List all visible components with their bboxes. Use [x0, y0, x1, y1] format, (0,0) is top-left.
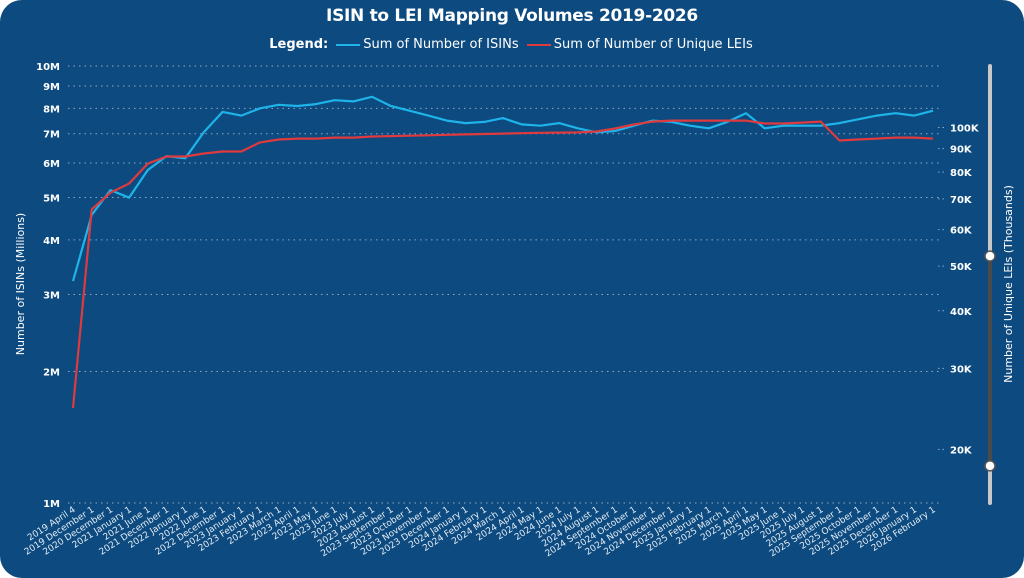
y-left-tick-label: 8M — [43, 104, 60, 115]
y-right-tick-label: 20K — [950, 445, 973, 456]
y-left-tick-label: 1M — [43, 499, 60, 510]
legend-item-leis[interactable]: Sum of Number of Unique LEIs — [553, 37, 753, 52]
series-line-isins[interactable] — [71, 95, 934, 282]
legend-swatch-isins — [336, 43, 361, 46]
y-right-ticks: 20K 30K 40K 50K 60K 70K 80K 90K 100K — [938, 124, 980, 456]
range-slider[interactable] — [984, 64, 996, 505]
y-right-tick-label: 30K — [950, 364, 973, 375]
y-left-tick-label: 3M — [43, 290, 60, 301]
y-right-axis-label: Number of Unique LEIs (Thousands) — [1002, 185, 1015, 383]
y-left-tick-label: 2M — [43, 367, 60, 378]
y-right-tick-label: 70K — [950, 195, 973, 206]
y-right-tick-label: 100K — [950, 124, 980, 135]
slider-lower-handle[interactable] — [984, 460, 996, 472]
y-right-tick-label: 40K — [950, 307, 973, 318]
chart-title: ISIN to LEI Mapping Volumes 2019-2026 — [326, 6, 698, 26]
legend-item-isins[interactable]: Sum of Number of ISINs — [363, 37, 519, 52]
y-left-tick-label: 7M — [43, 130, 60, 141]
legend-label: Legend: — [269, 37, 329, 52]
y-right-tick-label: 80K — [950, 168, 973, 179]
y-right-tick-label: 90K — [950, 145, 973, 156]
legend: Legend: Sum of Number of ISINs Sum of Num… — [0, 37, 1024, 52]
y-right-tick-label: 60K — [950, 226, 973, 237]
y-left-tick-label: 10M — [36, 62, 60, 73]
y-left-axis-label: Number of ISINs (Millions) — [14, 213, 27, 355]
legend-swatch-leis — [526, 43, 551, 46]
slider-upper-handle[interactable] — [984, 250, 996, 262]
y-right-tick-label: 50K — [950, 262, 973, 273]
y-left-ticks: 1M 2M 3M 4M 5M 6M 7M 8M 9M 10M — [36, 62, 60, 510]
series-lines — [71, 95, 934, 409]
y-left-tick-label: 6M — [43, 159, 60, 170]
gridlines — [68, 65, 940, 504]
y-left-tick-label: 5M — [43, 194, 60, 205]
series-line-leis[interactable] — [71, 119, 934, 409]
y-left-tick-label: 9M — [43, 82, 60, 93]
y-left-tick-label: 4M — [43, 236, 60, 247]
